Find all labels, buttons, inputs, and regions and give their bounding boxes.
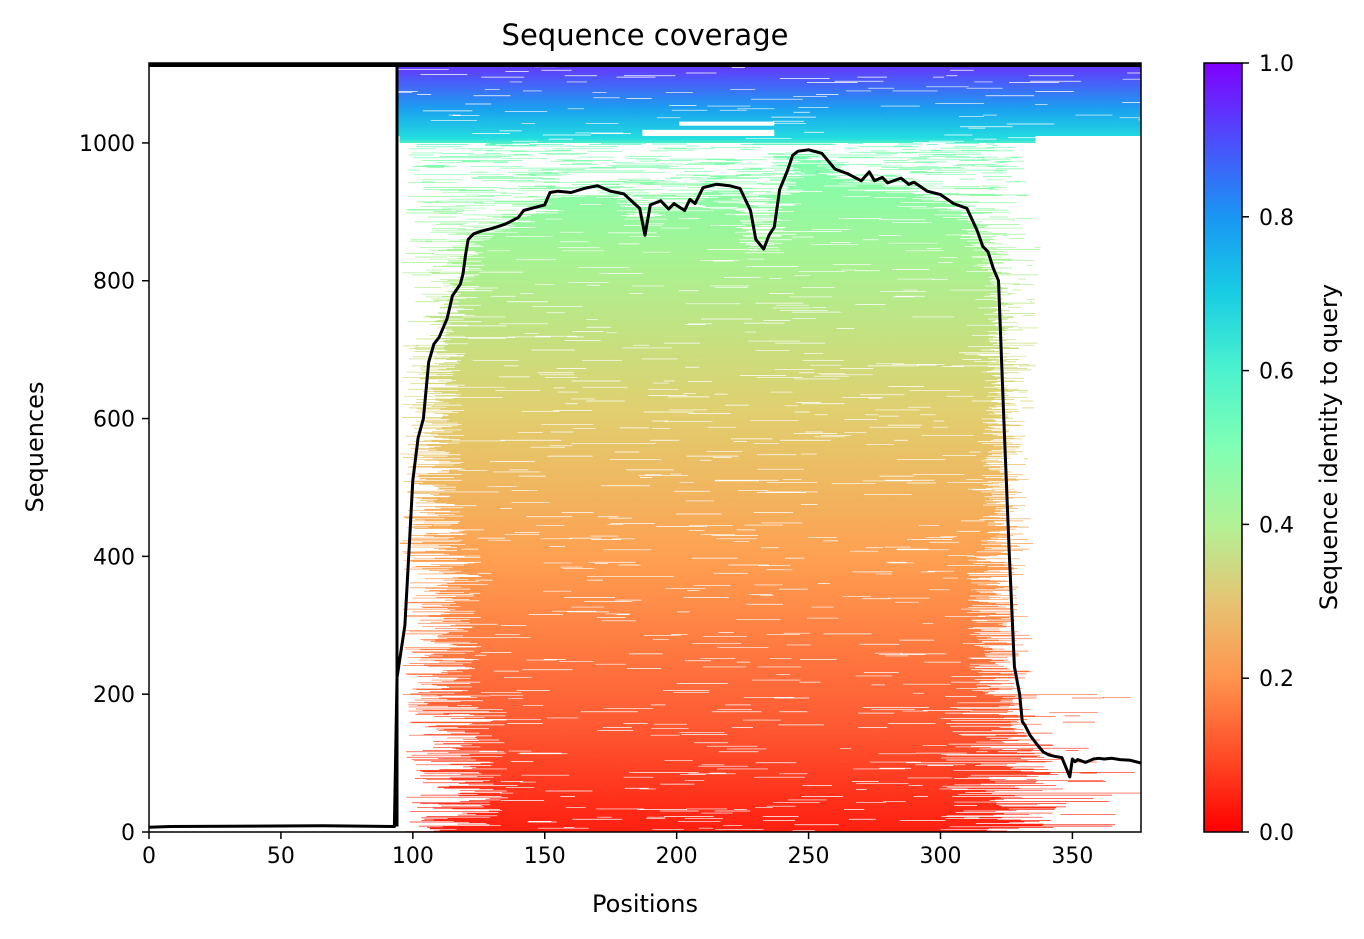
colorbar-tick-label: 1.0: [1259, 52, 1294, 77]
y-tick-label: 200: [93, 683, 135, 708]
x-axis: 0 50 100 150 200 250 300 350: [142, 832, 1093, 869]
x-tick-label: 250: [788, 844, 830, 869]
x-axis-label: Positions: [592, 890, 698, 918]
y-axis-label: Sequences: [21, 382, 49, 513]
colorbar-tick-label: 0.8: [1259, 206, 1294, 231]
colorbar-tick-label: 0.0: [1259, 821, 1294, 846]
x-tick-label: 350: [1051, 844, 1093, 869]
x-tick-label: 150: [524, 844, 566, 869]
colorbar-tick-label: 0.4: [1259, 513, 1294, 538]
y-tick-label: 600: [93, 408, 135, 433]
colorbar-ticks: 0.0 0.2 0.4 0.6 0.8 1.0: [1242, 52, 1294, 846]
coverage-line: [149, 148, 1141, 829]
plot-area: [149, 63, 1141, 832]
colorbar-tick-label: 0.6: [1259, 360, 1294, 385]
x-tick-label: 300: [919, 844, 961, 869]
plot-frame: [148, 62, 1142, 833]
y-axis: 0 200 400 600 800 1000: [79, 132, 149, 846]
colorbar-tick-label: 0.2: [1259, 667, 1294, 692]
colorbar: 0.0 0.2 0.4 0.6 0.8 1.0 Sequence identity to …: [1203, 52, 1343, 846]
band-gap: [642, 129, 775, 137]
band-gap: [679, 121, 775, 126]
y-tick-label: 800: [93, 270, 135, 295]
y-tick-label: 1000: [79, 132, 135, 157]
alignment-segments: [397, 63, 1141, 832]
query-bar: [149, 63, 1141, 67]
y-tick-label: 0: [121, 821, 135, 846]
x-tick-label: 0: [142, 844, 156, 869]
x-tick-label: 200: [656, 844, 698, 869]
colorbar-gradient: [1203, 62, 1243, 833]
chart-title: Sequence coverage: [502, 18, 789, 52]
x-tick-label: 50: [267, 844, 295, 869]
colorbar-label: Sequence identity to query: [1315, 284, 1343, 610]
x-tick-label: 100: [392, 844, 434, 869]
y-tick-label: 400: [93, 545, 135, 570]
